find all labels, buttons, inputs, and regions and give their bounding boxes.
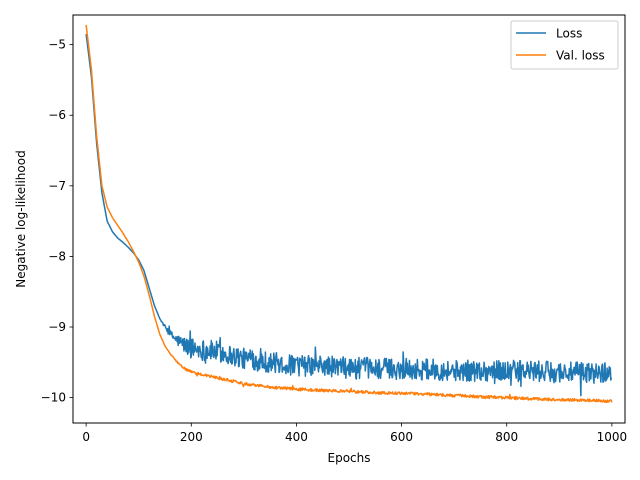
y-axis: −5 −6 −7 −8 −9 −10 bbox=[41, 38, 73, 405]
y-tick-label: −8 bbox=[48, 249, 66, 263]
y-tick-label: −10 bbox=[41, 391, 66, 405]
x-tick-label: 200 bbox=[180, 430, 203, 444]
x-tick-label: 600 bbox=[390, 430, 413, 444]
x-tick-label: 400 bbox=[285, 430, 308, 444]
series-layer bbox=[85, 24, 613, 404]
legend: Loss Val. loss bbox=[510, 20, 619, 70]
legend-label-loss: Loss bbox=[556, 27, 582, 41]
y-tick-label: −7 bbox=[48, 179, 66, 193]
x-tick-label: 1000 bbox=[597, 430, 628, 444]
x-axis-label: Epochs bbox=[328, 451, 371, 465]
series-line-loss bbox=[85, 33, 613, 397]
x-tick-label: 800 bbox=[495, 430, 518, 444]
series-line-val-loss bbox=[85, 24, 613, 404]
x-tick-label: 0 bbox=[82, 430, 90, 444]
y-axis-label: Negative log-likelihood bbox=[14, 150, 28, 287]
y-tick-label: −5 bbox=[48, 38, 66, 52]
plot-frame bbox=[72, 14, 626, 424]
legend-label-val-loss: Val. loss bbox=[556, 49, 605, 63]
y-tick-label: −6 bbox=[48, 108, 66, 122]
x-axis: 0 200 400 600 800 1000 bbox=[82, 423, 627, 444]
y-tick-label: −9 bbox=[48, 320, 66, 334]
